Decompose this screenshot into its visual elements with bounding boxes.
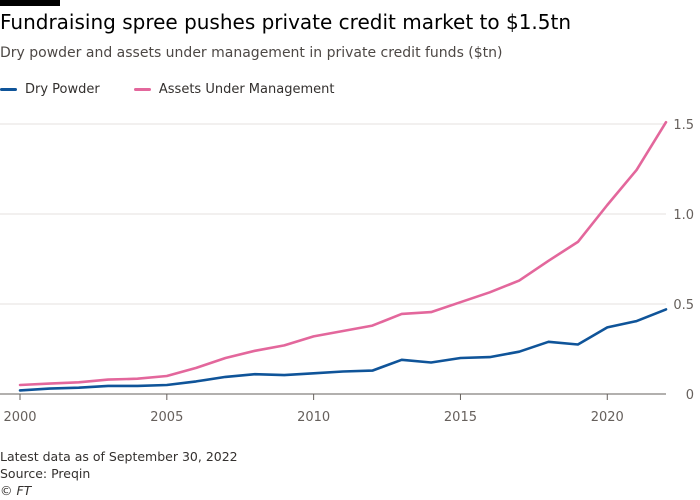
x-tick-label: 2010 — [297, 410, 330, 425]
chart-legend: Dry Powder Assets Under Management — [0, 80, 364, 97]
x-tick-label: 2015 — [444, 410, 477, 425]
y-tick-label: 1.5 — [673, 118, 694, 133]
ft-credit: © FT — [0, 483, 32, 498]
legend-label-dry-powder: Dry Powder — [25, 82, 100, 97]
y-tick-label: 0 — [686, 388, 694, 403]
aum-line — [18, 120, 668, 387]
legend-label-aum: Assets Under Management — [158, 82, 335, 97]
line-chart: 0 0.5 1.0 1.5 2000 2005 2010 2015 2020 — [0, 118, 694, 425]
legend-item-dry-powder: Dry Powder — [0, 82, 100, 97]
legend-item-aum: Assets Under Management — [133, 82, 335, 97]
dry-powder-line — [18, 308, 668, 392]
legend-swatch-aum — [133, 88, 151, 91]
legend-swatch-dry-powder — [0, 88, 17, 91]
x-tick-label: 2005 — [150, 410, 183, 425]
y-tick-label: 0.5 — [673, 298, 694, 313]
chart-subtitle: Dry powder and assets under management i… — [0, 45, 503, 61]
x-tick-label: 2000 — [3, 410, 36, 425]
source-note: Source: Preqin — [0, 466, 91, 481]
ft-brand-bar — [0, 0, 60, 6]
data-note: Latest data as of September 30, 2022 — [0, 449, 238, 464]
y-tick-label: 1.0 — [673, 208, 694, 223]
x-tick-label: 2020 — [591, 410, 624, 425]
chart-title: Fundraising spree pushes private credit … — [0, 10, 572, 34]
